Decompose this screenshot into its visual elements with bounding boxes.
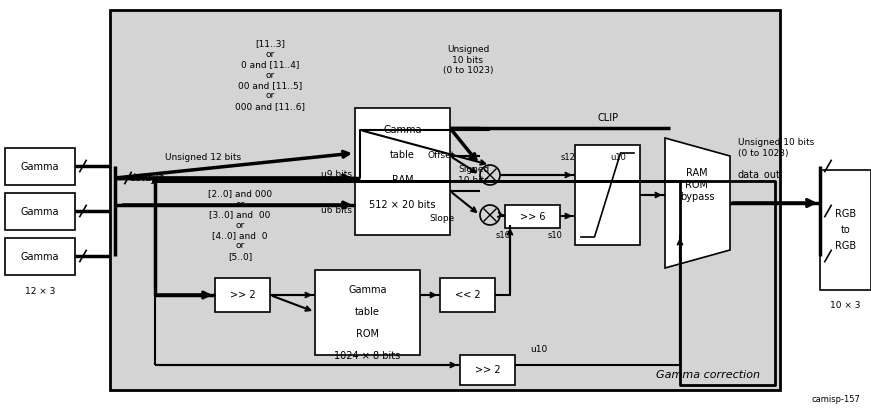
Text: table: table bbox=[390, 150, 415, 160]
FancyBboxPatch shape bbox=[575, 145, 640, 245]
Text: Unsigned 12 bits: Unsigned 12 bits bbox=[165, 153, 241, 163]
Text: [11..3]
or
0 and [11..4]
or
00 and [11..5]
or
000 and [11..6]: [11..3] or 0 and [11..4] or 00 and [11..… bbox=[235, 39, 305, 111]
FancyBboxPatch shape bbox=[5, 148, 75, 185]
Text: 12 × 3: 12 × 3 bbox=[24, 287, 55, 296]
Text: CLIP: CLIP bbox=[598, 113, 618, 123]
Text: << 2: << 2 bbox=[455, 290, 480, 300]
Text: camisp-157: camisp-157 bbox=[811, 395, 860, 404]
Text: >> 6: >> 6 bbox=[520, 211, 545, 221]
Text: Gamma: Gamma bbox=[383, 125, 422, 135]
Text: u6 bits: u6 bits bbox=[321, 206, 352, 214]
Text: Gamma: Gamma bbox=[21, 161, 59, 171]
Text: u10: u10 bbox=[530, 346, 547, 354]
Polygon shape bbox=[665, 138, 730, 268]
Text: RGB: RGB bbox=[835, 209, 856, 219]
Text: >> 2: >> 2 bbox=[475, 365, 500, 375]
Text: u9 bits: u9 bits bbox=[321, 169, 352, 178]
FancyBboxPatch shape bbox=[215, 278, 270, 312]
Text: RGB: RGB bbox=[835, 241, 856, 251]
Text: s10: s10 bbox=[548, 231, 563, 239]
FancyBboxPatch shape bbox=[110, 10, 780, 390]
Text: Offset: Offset bbox=[428, 151, 455, 159]
Text: Unsigned
10 bits
(0 to 1023): Unsigned 10 bits (0 to 1023) bbox=[442, 45, 493, 75]
Text: Gamma: Gamma bbox=[21, 206, 59, 216]
Text: [2..0] and 000
or
[3..0] and  00
or
[4..0] and  0
or
[5..0]: [2..0] and 000 or [3..0] and 00 or [4..0… bbox=[208, 189, 272, 261]
Text: data_in: data_in bbox=[130, 173, 165, 183]
Text: 10 × 3: 10 × 3 bbox=[830, 301, 861, 309]
Text: Gamma: Gamma bbox=[21, 251, 59, 261]
FancyBboxPatch shape bbox=[355, 108, 450, 235]
Text: table: table bbox=[355, 307, 380, 317]
Text: s16: s16 bbox=[496, 231, 510, 239]
FancyBboxPatch shape bbox=[440, 278, 495, 312]
FancyBboxPatch shape bbox=[5, 193, 75, 230]
FancyBboxPatch shape bbox=[460, 355, 515, 385]
Text: RAM: RAM bbox=[392, 175, 414, 185]
FancyBboxPatch shape bbox=[5, 238, 75, 275]
Text: 512 × 20 bits: 512 × 20 bits bbox=[369, 200, 436, 210]
Text: Unsigned 10 bits
(0 to 1023): Unsigned 10 bits (0 to 1023) bbox=[738, 138, 814, 158]
Text: ROM: ROM bbox=[356, 329, 379, 339]
FancyBboxPatch shape bbox=[505, 205, 560, 228]
Text: Slope: Slope bbox=[429, 214, 455, 223]
Text: s12: s12 bbox=[561, 153, 576, 163]
FancyBboxPatch shape bbox=[820, 170, 871, 290]
Text: to: to bbox=[841, 225, 850, 235]
Text: Gamma correction: Gamma correction bbox=[656, 370, 760, 380]
Text: u10: u10 bbox=[610, 153, 626, 163]
Text: RAM
ROM
bypass: RAM ROM bypass bbox=[679, 168, 714, 201]
FancyBboxPatch shape bbox=[315, 270, 420, 355]
Text: 1024 × 8 bits: 1024 × 8 bits bbox=[334, 351, 401, 361]
Text: data_out: data_out bbox=[738, 170, 781, 181]
Text: Signed
10 bits: Signed 10 bits bbox=[458, 165, 490, 185]
Text: >> 2: >> 2 bbox=[230, 290, 255, 300]
Text: Gamma: Gamma bbox=[348, 285, 387, 295]
